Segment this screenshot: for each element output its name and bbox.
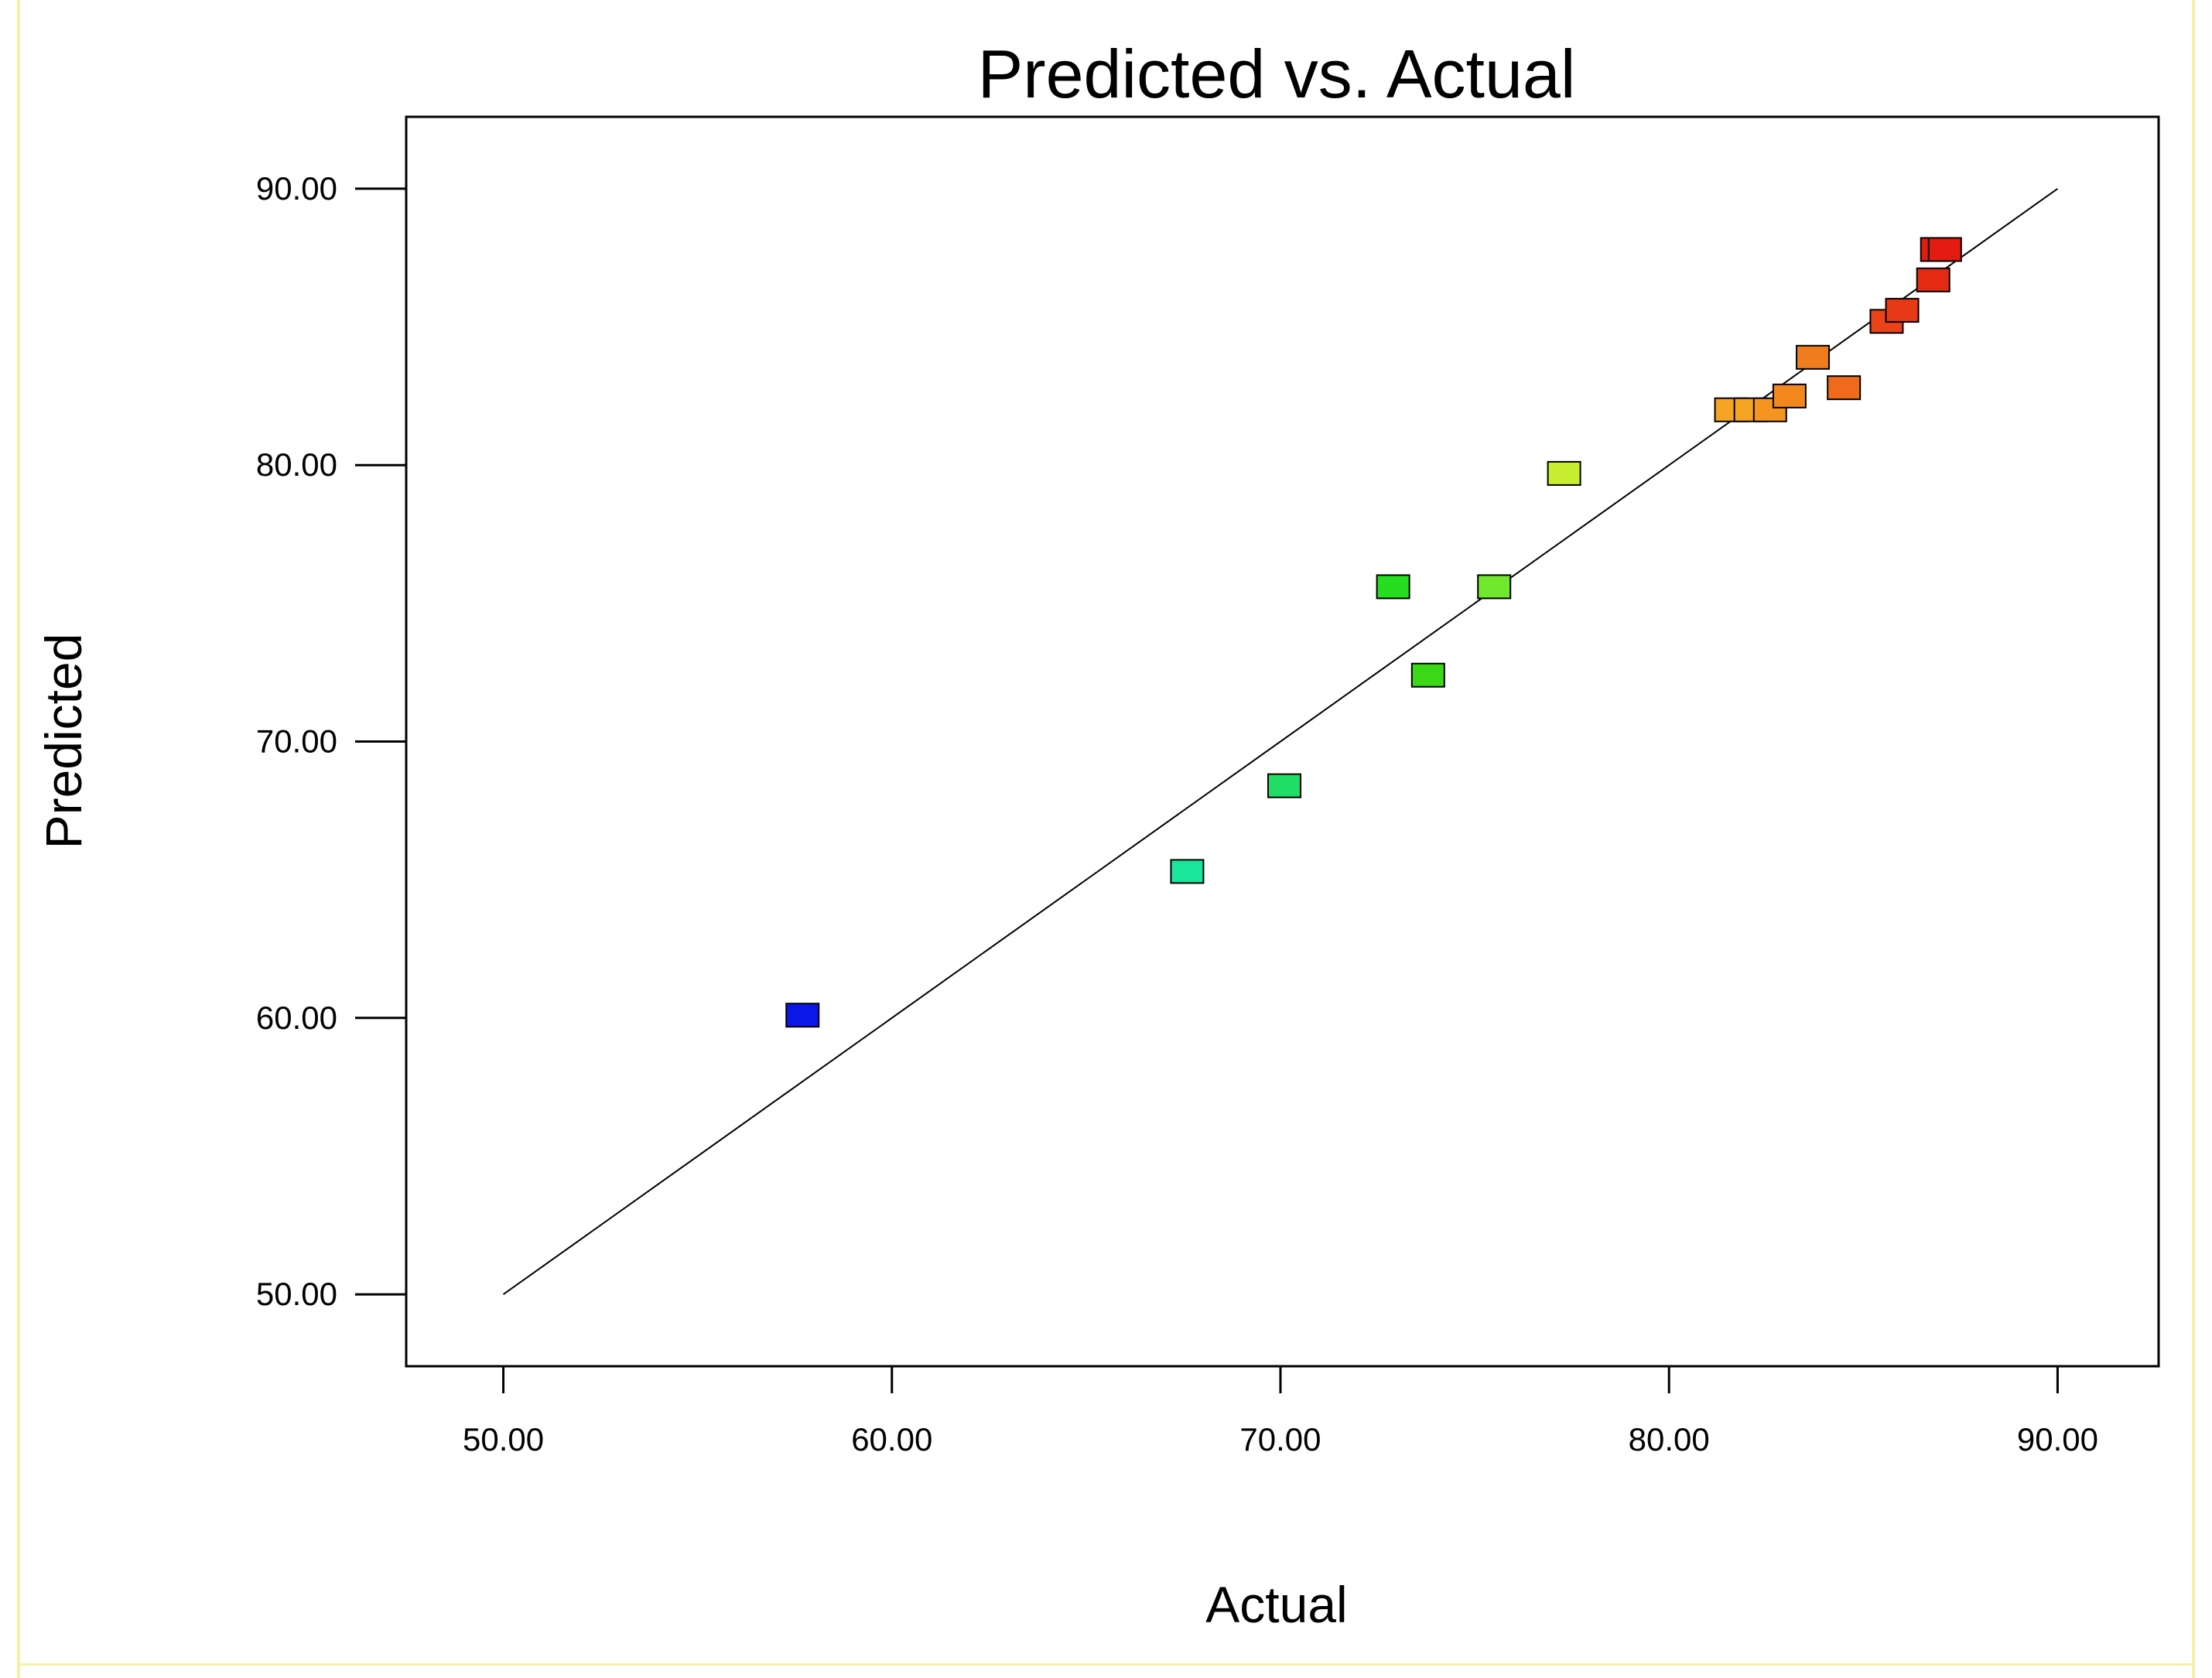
y-axis: 50.00 60.00 70.00 80.00 90.00 [256, 170, 406, 1312]
y-tick-label: 50.00 [256, 1276, 337, 1312]
y-axis-label: Predicted [35, 634, 92, 849]
x-tick-label: 70.00 [1239, 1421, 1321, 1458]
y-tick-label: 90.00 [256, 170, 337, 207]
reference-line [502, 188, 2059, 1295]
data-point [1267, 773, 1302, 798]
data-point [1410, 662, 1445, 688]
data-point [1827, 375, 1862, 401]
data-point [1772, 383, 1807, 408]
bottom-frame-line [17, 1663, 2195, 1666]
x-tick-label: 80.00 [1629, 1421, 1710, 1458]
data-point [1170, 859, 1205, 884]
data-points [785, 237, 1962, 1028]
left-frame-line [17, 0, 20, 1678]
data-point [1927, 237, 1962, 262]
data-point [1916, 267, 1950, 292]
x-axis-label: Actual [1205, 1576, 1347, 1633]
chart-title: Predicted vs. Actual [978, 36, 1576, 112]
data-point [785, 1003, 820, 1028]
y-tick-label: 80.00 [256, 446, 337, 483]
data-point [1547, 460, 1581, 486]
data-point [1885, 298, 1920, 323]
data-point [1477, 574, 1512, 600]
y-tick-label: 60.00 [256, 1000, 337, 1036]
x-tick-label: 90.00 [2017, 1421, 2098, 1458]
y-tick-label: 70.00 [256, 723, 337, 760]
x-axis: 50.00 60.00 70.00 80.00 90.00 [463, 1366, 2098, 1458]
data-point [1796, 344, 1831, 370]
data-point [1376, 574, 1410, 600]
right-frame-line [2192, 0, 2195, 1678]
x-tick-label: 50.00 [463, 1421, 544, 1458]
x-tick-label: 60.00 [851, 1421, 932, 1458]
